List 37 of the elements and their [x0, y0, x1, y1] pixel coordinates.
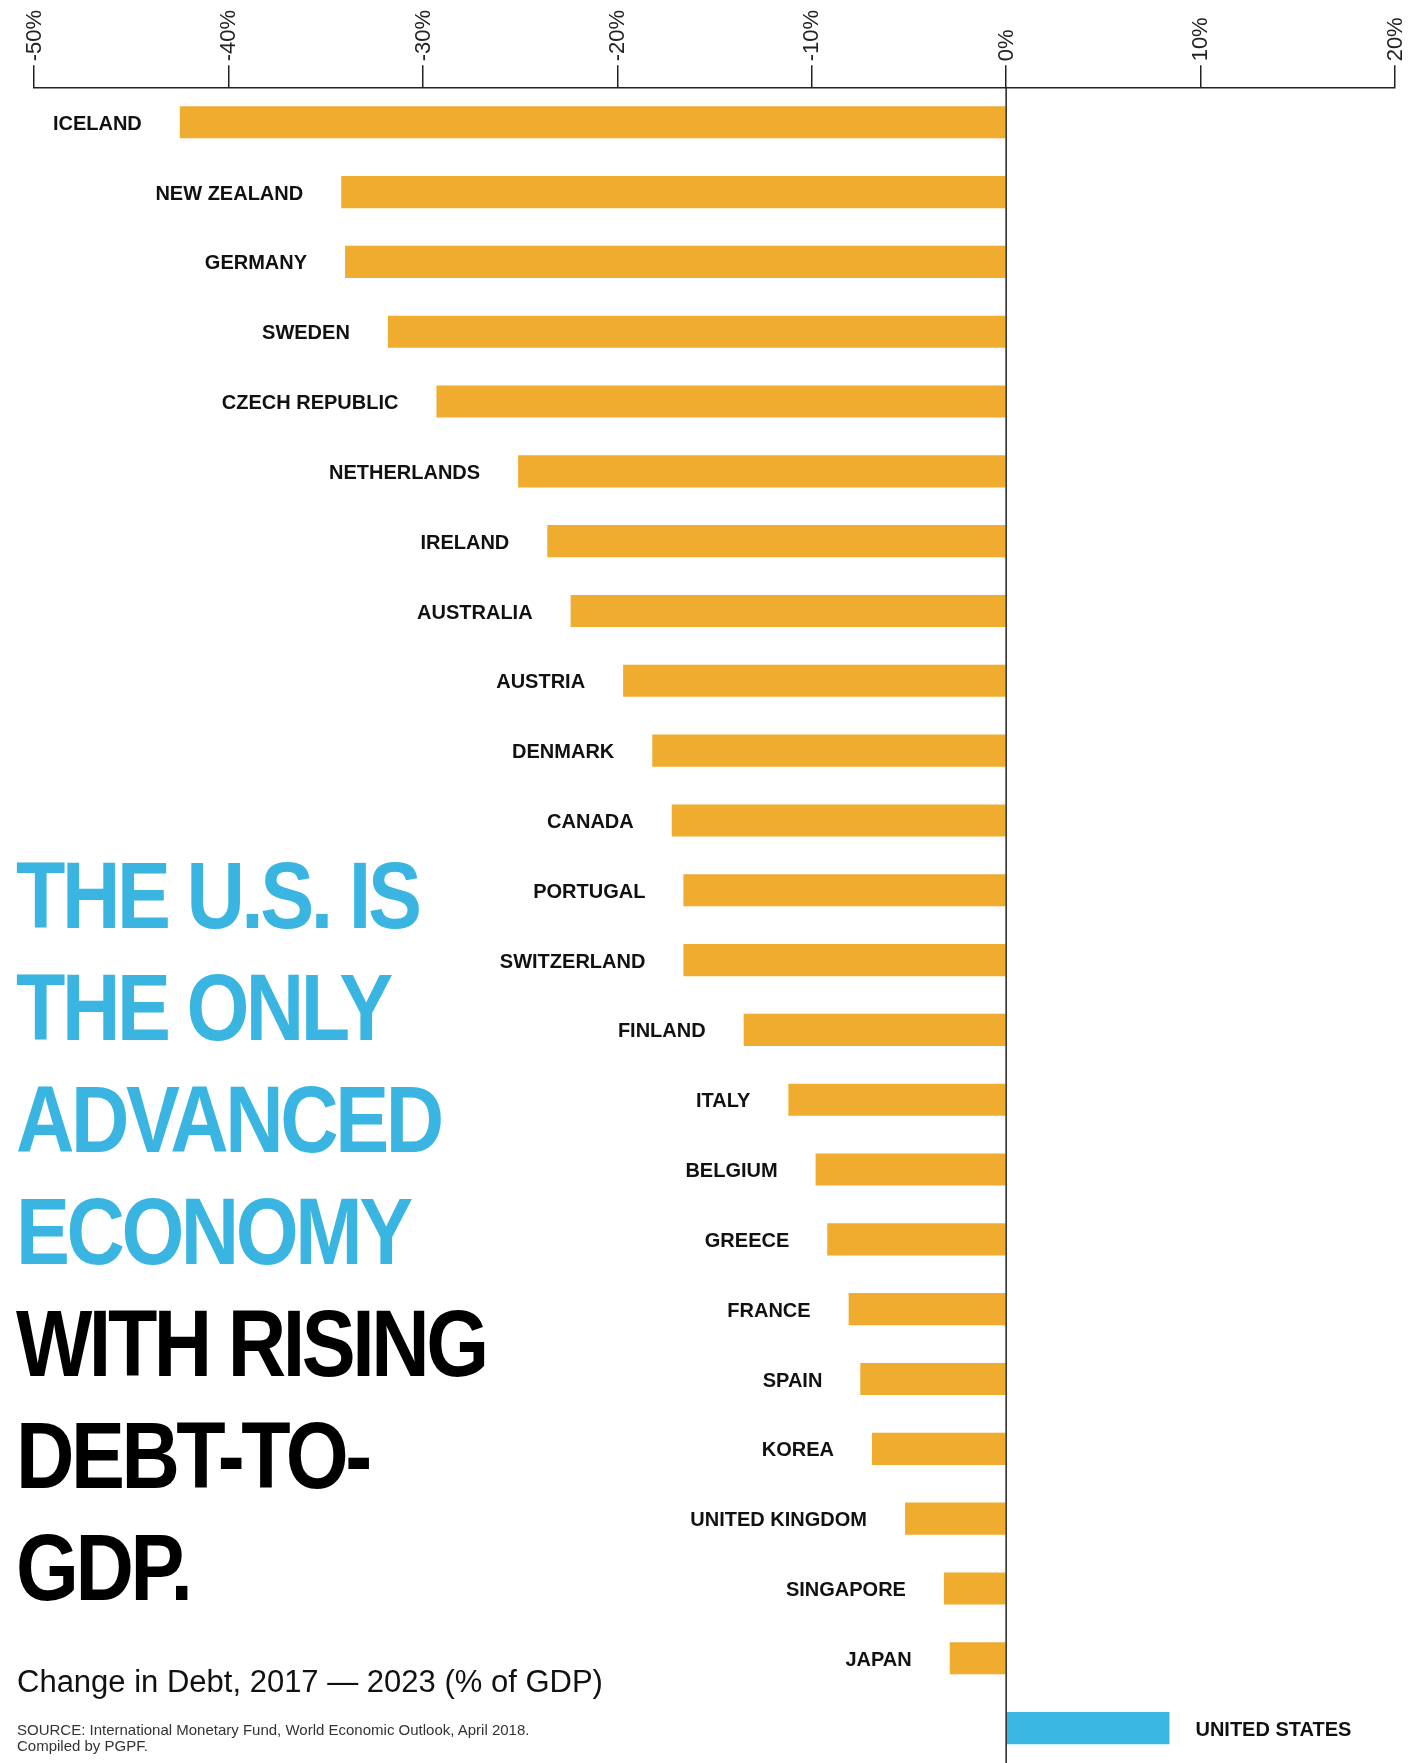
y-tick-label: SWITZERLAND [499, 949, 646, 972]
x-tick-label: -10% [798, 10, 824, 62]
y-tick-label: IRELAND [420, 530, 510, 553]
annotation: SOURCE: International Monetary Fund, World Economic Outlook, April 2018. [17, 1721, 530, 1738]
y-tick-label: FINLAND [617, 1019, 706, 1042]
y-tick-label: NEW ZEALAND [155, 181, 304, 204]
y-tick-label: AUSTRIA [496, 670, 586, 693]
y-tick-label: UNITED STATES [1195, 1717, 1352, 1740]
y-tick-label: SINGAPORE [785, 1577, 906, 1600]
text: WITH RISING DEBT-TO-GDP. [16, 1291, 486, 1620]
y-tick-label: ITALY [695, 1089, 752, 1112]
x-axis-title: Change in Debt, 2017 — 2023 (% of GDP) [17, 1664, 603, 1700]
y-tick-label: JAPAN [845, 1647, 912, 1670]
y-tick-label: AUSTRALIA [417, 600, 533, 623]
y-tick-label: GREECE [704, 1228, 790, 1251]
x-tick-label: -30% [409, 10, 435, 62]
x-tick-label: -50% [20, 10, 46, 62]
y-tick-label: FRANCE [727, 1298, 811, 1321]
y-tick-label: BELGIUM [685, 1159, 778, 1182]
x-tick-label: 10% [1187, 17, 1213, 62]
y-tick-label: ICELAND [52, 111, 142, 134]
y-tick-label: UNITED KINGDOM [690, 1508, 868, 1531]
y-tick-label: DENMARK [512, 740, 615, 763]
y-tick-label: CANADA [547, 809, 634, 832]
y-tick-label: PORTUGAL [533, 879, 646, 902]
y-tick-label: NETHERLANDS [329, 460, 481, 483]
y-tick-label: GERMANY [204, 251, 308, 274]
annotation: Compiled by PGPF. [17, 1737, 149, 1754]
y-tick-label: SPAIN [762, 1368, 823, 1391]
y-tick-label: KOREA [761, 1438, 834, 1461]
x-tick-label: 20% [1381, 17, 1407, 62]
x-tick-label: -40% [215, 10, 241, 62]
x-tick-label: -20% [603, 10, 629, 62]
y-tick-label: CZECH REPUBLIC [221, 391, 399, 414]
y-tick-label: SWEDEN [262, 321, 350, 344]
text: THE U.S. IS THE ONLY ADVANCED ECONOMY [16, 843, 441, 1284]
x-tick-label: 0% [992, 29, 1018, 62]
